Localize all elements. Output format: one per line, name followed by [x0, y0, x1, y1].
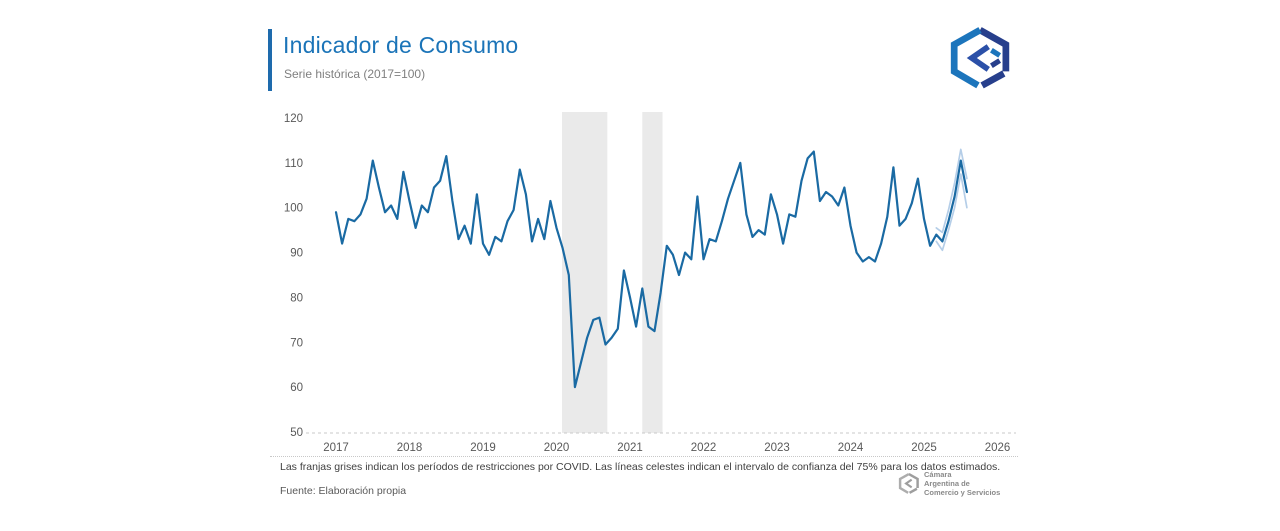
y-axis-tick-label: 70	[290, 337, 303, 349]
cac-hexagon-logo-icon	[950, 27, 1010, 89]
chart-footnote: Las franjas grises indican los períodos …	[280, 461, 1001, 473]
x-axis-tick-label: 2022	[691, 442, 717, 454]
data-series-line	[334, 150, 969, 389]
y-axis-tick-label: 80	[290, 292, 303, 304]
x-axis-tick-label: 2021	[617, 442, 643, 454]
covid-restriction-band	[562, 112, 608, 433]
y-axis-tick-label: 100	[284, 203, 303, 215]
source-note: Fuente: Elaboración propia	[280, 485, 407, 497]
page-subtitle: Serie histórica (2017=100)	[284, 67, 426, 81]
cac-hexagon-logo-gray-icon	[898, 473, 919, 494]
cac-wordmark-line1: Cámara	[924, 470, 952, 479]
cac-wordmark: Cámara Argentina de Comercio y Servicios	[924, 470, 1000, 497]
x-axis-tick-label: 2026	[985, 442, 1011, 454]
x-axis-tick-label: 2019	[470, 442, 496, 454]
cac-footer-logo: Cámara Argentina de Comercio y Servicios	[897, 470, 1000, 497]
y-axis-tick-label: 90	[290, 248, 303, 260]
x-axis-tick-label: 2017	[323, 442, 349, 454]
x-axis-tick-label: 2018	[397, 442, 423, 454]
confidence-interval-line	[935, 173, 968, 252]
cac-wordmark-line2: Argentina de	[924, 479, 970, 488]
cac-wordmark-line3: Comercio y Servicios	[924, 488, 1001, 497]
x-axis-tick-label: 2024	[838, 442, 864, 454]
y-axis-tick-label: 60	[290, 382, 303, 394]
x-axis-tick-label: 2025	[911, 442, 937, 454]
footnote-divider	[270, 456, 1018, 457]
y-axis-tick-label: 50	[290, 427, 303, 439]
confidence-interval-line	[935, 148, 968, 234]
y-axis-tick-label: 120	[284, 113, 303, 125]
covid-restriction-band	[642, 112, 663, 433]
title-accent-bar	[268, 29, 272, 91]
y-axis-tick-label: 110	[285, 158, 303, 170]
x-axis-tick-label: 2020	[544, 442, 570, 454]
x-axis-tick-label: 2023	[764, 442, 790, 454]
page-title: Indicador de Consumo	[283, 32, 519, 58]
